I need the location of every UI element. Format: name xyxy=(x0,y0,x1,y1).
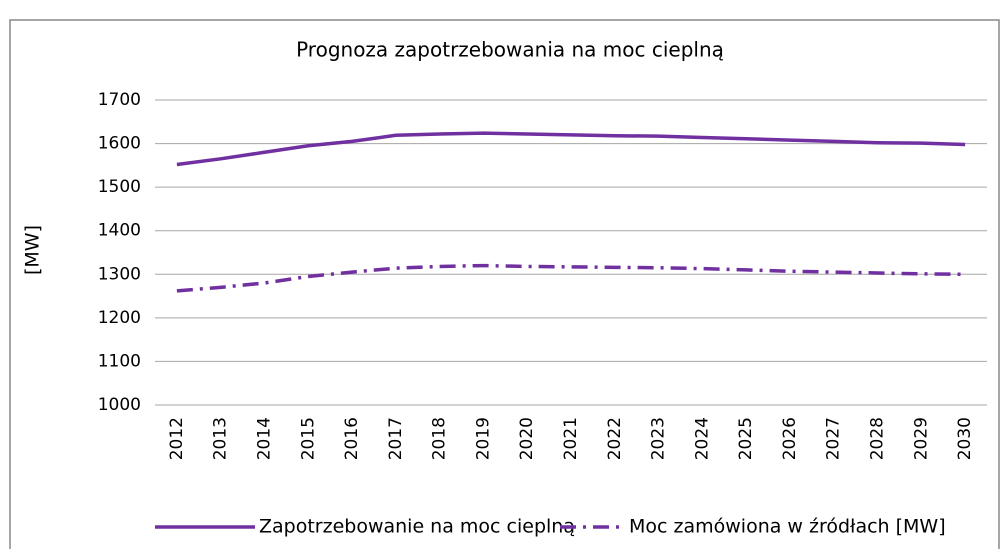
x-tick-label: 2015 xyxy=(298,417,318,460)
x-tick-label: 2016 xyxy=(342,417,362,460)
y-tick-label: 1300 xyxy=(98,264,141,284)
x-tick-label: 2012 xyxy=(167,417,187,460)
y-axis-label: [MW] xyxy=(22,225,44,275)
x-tick-label: 2014 xyxy=(254,417,274,460)
y-tick-label: 1200 xyxy=(98,308,141,328)
data-line xyxy=(176,263,966,293)
x-tick-label: 2023 xyxy=(649,417,669,460)
y-tick-label: 1400 xyxy=(98,221,141,241)
x-tick-label: 2018 xyxy=(430,417,450,460)
legend-label: Moc zamówiona w źródłach [MW] xyxy=(629,516,946,538)
x-tick-label: 2019 xyxy=(473,417,493,460)
x-tick-label: 2028 xyxy=(868,417,888,460)
y-tick-label: 1000 xyxy=(98,395,141,415)
x-tick-label: 2022 xyxy=(605,417,625,460)
y-tick-label: 1500 xyxy=(98,177,141,197)
y-tick-label: 1100 xyxy=(98,351,141,371)
x-tick-label: 2027 xyxy=(824,417,844,460)
chart-title: Prognoza zapotrzebowania na moc cieplną xyxy=(296,38,724,62)
x-tick-label: 2025 xyxy=(736,417,756,460)
y-tick-label: 1700 xyxy=(98,90,141,110)
data-line xyxy=(176,131,966,167)
legend-label: Zapotrzebowanie na moc cieplną xyxy=(259,516,575,538)
x-tick-label: 2013 xyxy=(211,417,231,460)
x-tick-label: 2020 xyxy=(517,417,537,460)
x-tick-label: 2030 xyxy=(955,417,975,460)
x-tick-label: 2026 xyxy=(780,417,800,460)
y-tick-label: 1600 xyxy=(98,134,141,154)
x-tick-label: 2017 xyxy=(386,417,406,460)
x-tick-label: 2029 xyxy=(911,417,931,460)
x-tick-label: 2024 xyxy=(692,417,712,460)
chart-frame xyxy=(9,19,1000,549)
x-tick-label: 2021 xyxy=(561,417,581,460)
